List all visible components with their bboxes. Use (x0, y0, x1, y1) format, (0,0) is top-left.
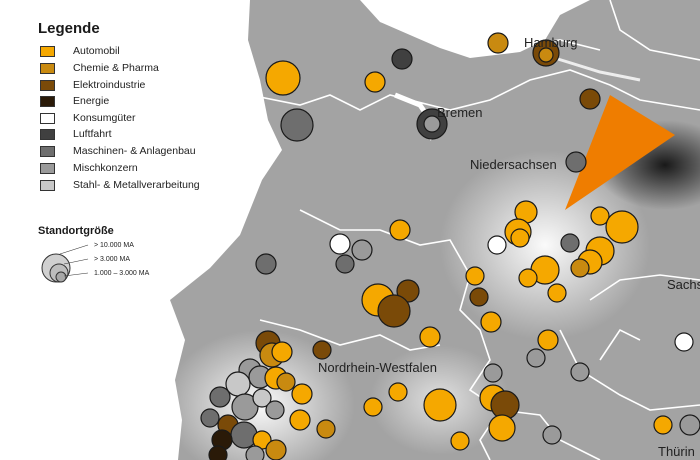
site-bubble (351, 239, 373, 261)
label-bremen: Bremen (437, 105, 483, 120)
size-level-small: 1.000 – 3.000 MA (94, 270, 150, 277)
site-bubble (289, 409, 311, 431)
site-bubble (396, 279, 420, 303)
site-bubble (570, 362, 590, 382)
site-bubble (565, 151, 587, 173)
site-bubble (537, 329, 559, 351)
site-bubble (312, 340, 332, 360)
site-bubble (488, 414, 516, 442)
site-bubble (364, 71, 386, 93)
site-bubble (252, 388, 272, 408)
legend-label: Luftfahrt (73, 128, 112, 140)
legend-swatch (40, 113, 55, 124)
site-bubble (265, 60, 301, 96)
legend-label: Stahl- & Metallverarbeitung (73, 179, 200, 191)
site-bubble (547, 283, 567, 303)
glow-region (440, 150, 650, 340)
legend-title: Legende (38, 20, 100, 37)
site-bubble (280, 108, 314, 142)
site-bubble (510, 228, 530, 248)
size-level-large: > 10.000 MA (94, 242, 134, 249)
site-bubble (389, 219, 411, 241)
legend-label: Konsumgüter (73, 112, 136, 124)
site-bubble (209, 386, 231, 408)
site-bubble (469, 287, 489, 307)
site-bubble (276, 372, 296, 392)
elbe-estuary (544, 53, 641, 82)
legend-swatch (40, 63, 55, 74)
legend-label: Chemie & Pharma (73, 62, 159, 74)
legend-swatch (40, 96, 55, 107)
site-bubble (391, 48, 413, 70)
site-bubble (542, 425, 562, 445)
site-bubble (255, 253, 277, 275)
site-bubble (560, 233, 580, 253)
site-bubble (487, 235, 507, 255)
site-bubble (423, 115, 441, 133)
label-thueringen: Thürin (658, 444, 695, 459)
site-bubble (208, 445, 228, 460)
site-bubble (579, 88, 601, 110)
legend-swatch (40, 80, 55, 91)
site-bubble (605, 210, 639, 244)
legend-swatch (40, 129, 55, 140)
site-bubble (526, 348, 546, 368)
site-bubble (679, 414, 700, 436)
label-sachsen: Sachs (667, 277, 700, 292)
site-bubble (265, 400, 285, 420)
site-bubble (483, 363, 503, 383)
legend-swatch (40, 46, 55, 57)
site-bubble (465, 266, 485, 286)
site-bubble (538, 47, 554, 63)
site-bubble (245, 445, 265, 460)
size-legend-circles (41, 244, 89, 283)
legend-swatch (40, 180, 55, 191)
map-legend: Legende Automobil Chemie & Pharma Elektr… (0, 0, 230, 300)
size-legend-title: Standortgröße (38, 225, 114, 237)
site-bubble (329, 233, 351, 255)
legend-label: Mischkonzern (73, 162, 138, 174)
legend-swatch (40, 163, 55, 174)
site-bubble (377, 294, 411, 328)
site-bubble (653, 415, 673, 435)
site-bubble (419, 326, 441, 348)
site-bubble (363, 397, 383, 417)
legend-label: Automobil (73, 45, 120, 57)
site-bubble (200, 408, 220, 428)
site-bubble (231, 393, 259, 421)
site-bubbles (200, 32, 700, 460)
site-bubble (271, 341, 293, 363)
site-bubble (450, 431, 470, 451)
direction-arrow (565, 95, 675, 210)
site-bubble (291, 383, 313, 405)
site-bubble (487, 32, 509, 54)
label-niedersachsen: Niedersachsen (470, 157, 557, 172)
site-bubble (230, 421, 258, 449)
site-bubble (265, 439, 287, 460)
site-bubble (518, 268, 538, 288)
state-borders (249, 0, 700, 460)
site-bubble (335, 254, 355, 274)
site-bubble (674, 332, 694, 352)
site-bubble (423, 388, 457, 422)
legend-label: Maschinen- & Anlagenbau (73, 145, 196, 157)
label-nrw: Nordrhein-Westfalen (318, 360, 437, 375)
label-hamburg: Hamburg (524, 35, 577, 50)
legend-label: Elektroindustrie (73, 79, 146, 91)
site-bubble (480, 311, 502, 333)
legend-label: Energie (73, 95, 110, 107)
site-bubble (570, 258, 590, 278)
site-bubble (225, 371, 251, 397)
size-level-medium: > 3.000 MA (94, 256, 130, 263)
site-bubble (590, 206, 610, 226)
site-bubble (388, 382, 408, 402)
legend-swatch (40, 146, 55, 157)
site-bubble (316, 419, 336, 439)
